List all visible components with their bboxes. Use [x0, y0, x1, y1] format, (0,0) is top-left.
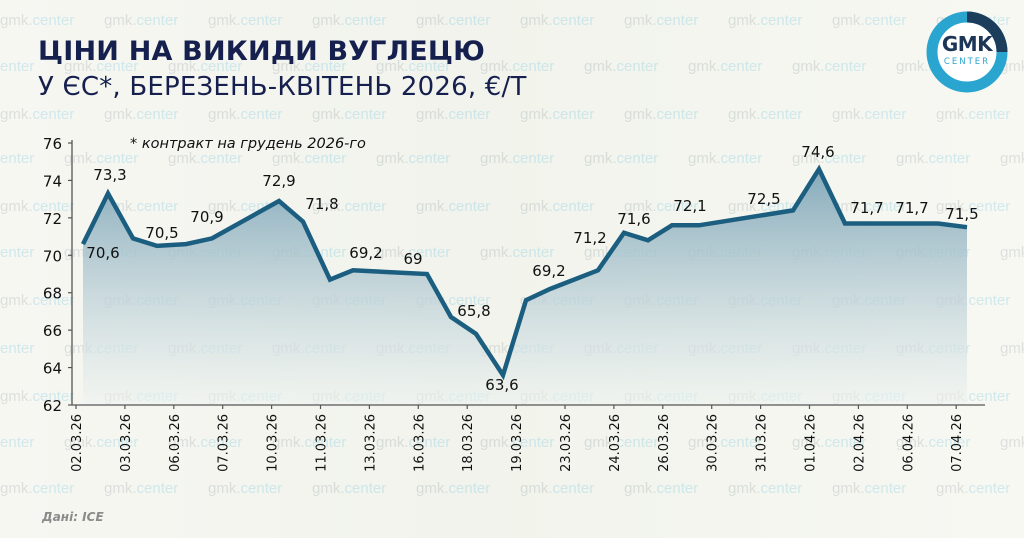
- data-label: 72,9: [262, 172, 295, 190]
- x-tick-label: 06.03.26: [168, 414, 183, 472]
- x-tick-label: 31.03.26: [755, 414, 770, 472]
- y-tick-label: 64: [43, 360, 62, 378]
- chart-subtitle: У ЄС*, БЕРЕЗЕНЬ-КВІТЕНЬ 2026, €/Т: [38, 72, 527, 102]
- data-label: 71,6: [617, 210, 650, 228]
- data-label: 69,2: [532, 262, 565, 280]
- data-label: 71,5: [945, 205, 978, 223]
- y-tick-label: 72: [43, 210, 62, 228]
- x-tick-label: 07.04.26: [950, 414, 965, 472]
- data-label: 72,1: [673, 197, 706, 215]
- data-source: Дані: ICE: [42, 510, 104, 524]
- x-tick-label: 24.03.26: [608, 414, 623, 472]
- y-tick-label: 74: [43, 172, 62, 190]
- x-tick-label: 19.03.26: [510, 414, 525, 472]
- y-tick-label: 70: [43, 247, 62, 265]
- x-tick-label: 02.04.26: [852, 414, 867, 472]
- data-label: 71,8: [305, 195, 338, 213]
- x-tick-label: 01.04.26: [804, 414, 819, 472]
- data-label: 73,3: [93, 166, 126, 184]
- data-label: 65,8: [457, 302, 490, 320]
- x-tick-label: 26.03.26: [657, 414, 672, 472]
- data-label: 69: [403, 250, 422, 268]
- data-label: 70,9: [190, 208, 223, 226]
- logo-main-text: GMK: [941, 32, 993, 56]
- data-label: 70,6: [86, 244, 119, 262]
- data-label: 72,5: [747, 190, 780, 208]
- x-tick-label: 06.04.26: [901, 414, 916, 472]
- y-tick-label: 62: [43, 397, 62, 415]
- x-tick-label: 23.03.26: [559, 414, 574, 472]
- data-label: 69,2: [349, 244, 382, 262]
- x-tick-label: 02.03.26: [70, 414, 85, 472]
- x-tick-label: 10.03.26: [266, 414, 281, 472]
- x-tick-label: 13.03.26: [363, 414, 378, 472]
- y-tick-label: 68: [43, 285, 62, 303]
- x-tick-label: 03.03.26: [119, 414, 134, 472]
- x-tick-label: 07.03.26: [217, 414, 232, 472]
- chart-title: ЦІНИ НА ВИКИДИ ВУГЛЕЦЮ: [38, 36, 486, 67]
- logo-sub-text: CENTER: [943, 57, 991, 67]
- y-tick-label: 76: [43, 135, 62, 153]
- data-label: 74,6: [801, 143, 834, 161]
- x-tick-label: 30.03.26: [706, 414, 721, 472]
- x-tick-label: 16.03.26: [412, 414, 427, 472]
- price-line: [80, 164, 968, 381]
- data-label: 63,6: [485, 376, 518, 394]
- footnote: * контракт на грудень 2026-го: [130, 136, 366, 152]
- data-label: 71,7: [895, 199, 928, 217]
- logo-ring-icon: [926, 11, 1008, 93]
- gmk-center-logo: GMK CENTER: [925, 10, 1009, 94]
- y-tick-label: 66: [43, 322, 62, 340]
- data-label: 70,5: [145, 224, 178, 242]
- data-label: 71,7: [850, 199, 883, 217]
- x-tick-label: 11.03.26: [315, 414, 330, 472]
- data-label: 71,2: [573, 229, 606, 247]
- x-tick-label: 18.03.26: [461, 414, 476, 472]
